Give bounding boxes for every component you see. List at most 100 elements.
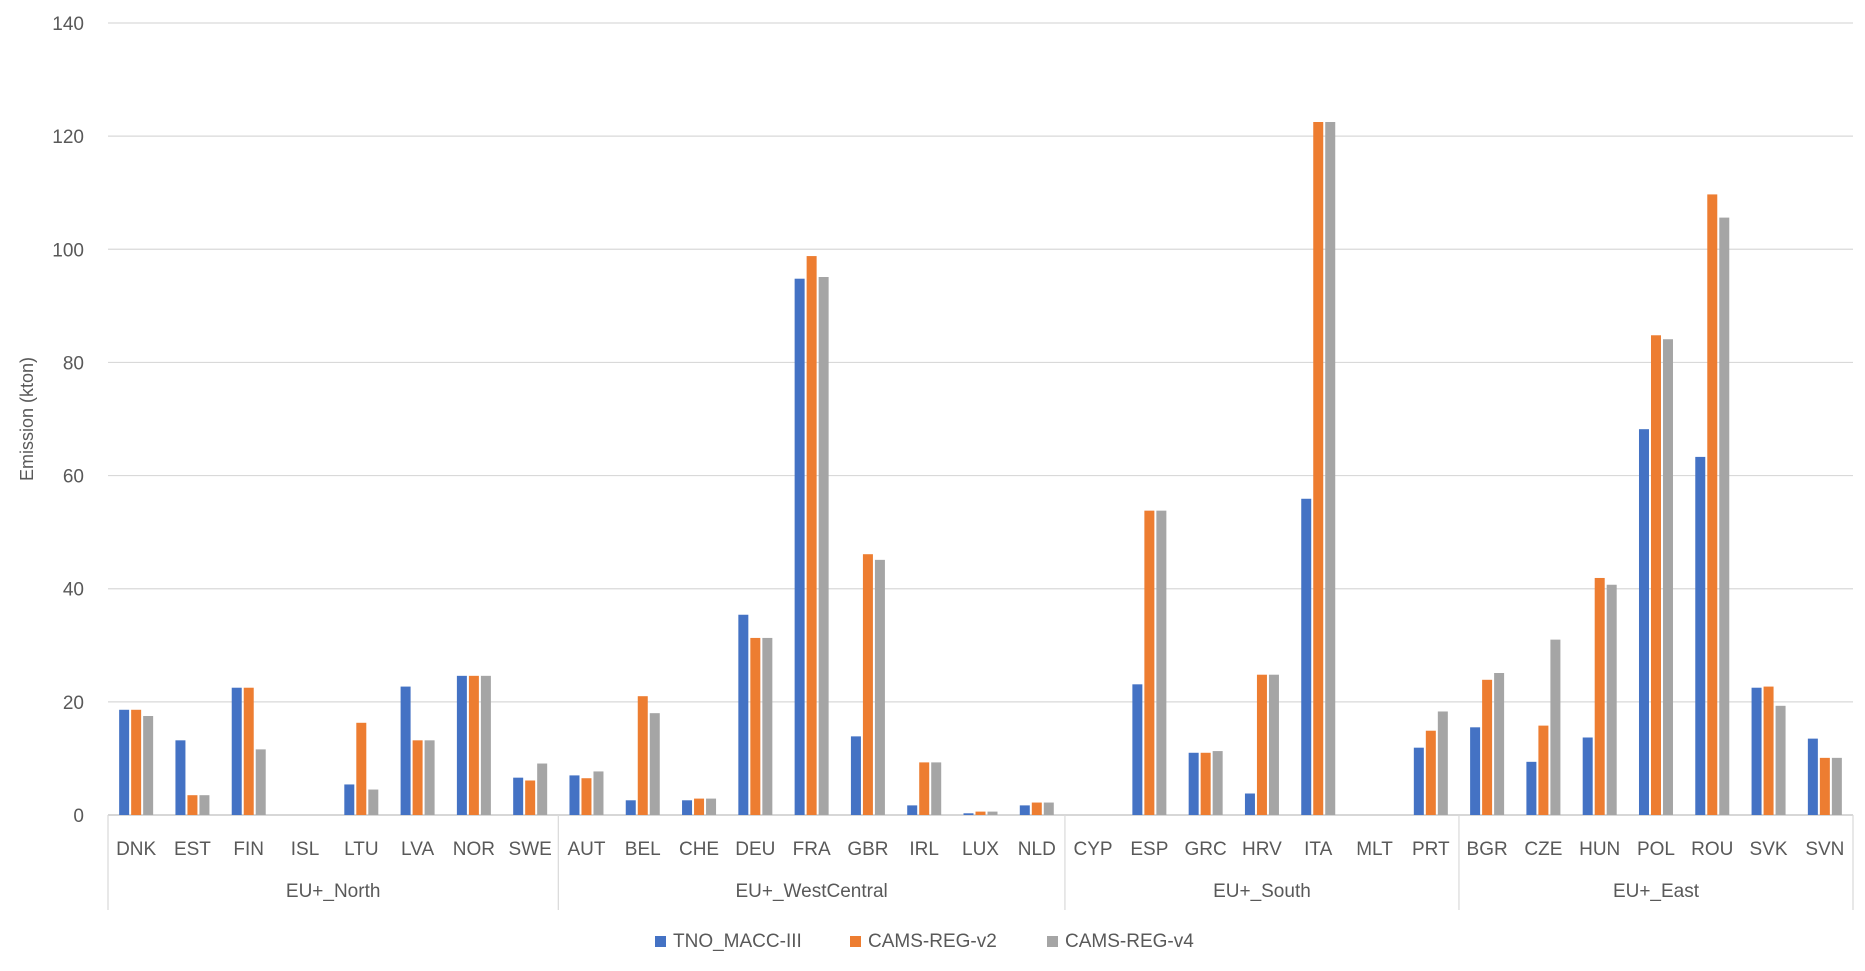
bar-CAMS-REG-v4-SVK (1775, 705, 1786, 815)
bar-CAMS-REG-v4-GRC (1212, 751, 1223, 815)
category-label: CZE (1524, 839, 1562, 860)
bar-CAMS-REG-v2-DNK (131, 709, 142, 815)
legend-label: TNO_MACC-III (673, 931, 802, 952)
bar-TNO_MACC-III-FRA (794, 278, 805, 815)
bar-TNO_MACC-III-DNK (119, 709, 130, 815)
bar-TNO_MACC-III-FIN (231, 687, 242, 815)
bar-CAMS-REG-v4-DNK (143, 716, 154, 815)
bar-CAMS-REG-v4-POL (1662, 339, 1673, 815)
bar-CAMS-REG-v2-IRL (919, 762, 930, 815)
bar-TNO_MACC-III-ITA (1301, 498, 1312, 815)
bar-TNO_MACC-III-BEL (625, 800, 636, 815)
y-tick-label: 60 (63, 467, 84, 488)
bar-CAMS-REG-v2-BEL (637, 696, 648, 815)
bar-CAMS-REG-v2-EST (187, 795, 198, 815)
legend-label: CAMS-REG-v2 (868, 931, 997, 952)
legend-swatch (1047, 936, 1058, 947)
bar-TNO_MACC-III-GRC (1188, 752, 1199, 815)
bar-CAMS-REG-v4-LVA (424, 740, 435, 815)
bar-CAMS-REG-v4-NOR (480, 675, 491, 815)
y-tick-label: 0 (73, 806, 84, 827)
bar-CAMS-REG-v2-CZE (1538, 725, 1549, 815)
bar-TNO_MACC-III-LTU (344, 784, 355, 815)
group-label: EU+_East (1613, 881, 1700, 902)
category-label: ESP (1130, 839, 1168, 860)
group-label: EU+_North (286, 881, 381, 902)
group-label: EU+_WestCentral (736, 881, 888, 902)
category-label: GBR (847, 839, 888, 860)
y-tick-label: 100 (52, 240, 84, 261)
category-label: IRL (909, 839, 939, 860)
legend: TNO_MACC-III CAMS-REG-v2 CAMS-REG-v4 (655, 931, 1194, 952)
category-label: AUT (567, 839, 605, 860)
bar-TNO_MACC-III-IRL (907, 805, 918, 815)
category-label: EST (174, 839, 211, 860)
category-label: DNK (116, 839, 156, 860)
bar-TNO_MACC-III-CHE (682, 800, 693, 815)
bar-CAMS-REG-v4-BEL (649, 713, 660, 815)
category-label: NOR (453, 839, 495, 860)
bar-CAMS-REG-v4-HUN (1606, 584, 1617, 815)
y-axis-tick-labels: 0 20 40 60 80 100 120 140 (52, 14, 84, 827)
category-label: BEL (625, 839, 661, 860)
gridlines (108, 22, 1853, 816)
category-label: ROU (1691, 839, 1733, 860)
category-label: SVK (1750, 839, 1788, 860)
category-label: FIN (233, 839, 264, 860)
bar-TNO_MACC-III-ROU (1695, 456, 1706, 815)
bar-CAMS-REG-v4-SVN (1831, 757, 1842, 815)
bar-CAMS-REG-v4-BGR (1494, 673, 1505, 815)
legend-swatch (655, 936, 666, 947)
bar-CAMS-REG-v4-FIN (255, 749, 266, 815)
bar-CAMS-REG-v4-IRL (931, 762, 942, 815)
bar-CAMS-REG-v4-EST (199, 795, 210, 815)
bar-TNO_MACC-III-NLD (1019, 805, 1030, 815)
category-labels: DNK EST FIN ISL LTU LVA NOR SWE AUT BEL CHE DEU FRA G… (116, 839, 1844, 860)
bar-CAMS-REG-v4-CZE (1550, 639, 1561, 815)
bar-CAMS-REG-v2-PRT (1425, 730, 1436, 815)
bar-CAMS-REG-v4-ROU (1719, 217, 1730, 815)
group-separators (107, 815, 1854, 910)
bar-CAMS-REG-v2-CHE (694, 798, 705, 815)
bar-CAMS-REG-v2-FRA (806, 256, 817, 815)
bar-CAMS-REG-v4-FRA (818, 277, 829, 815)
bar-CAMS-REG-v2-SVN (1819, 757, 1830, 815)
category-label: CYP (1074, 839, 1113, 860)
bar-CAMS-REG-v4-NLD (1043, 802, 1054, 815)
bar-CAMS-REG-v2-NOR (468, 675, 479, 815)
bar-TNO_MACC-III-HUN (1582, 737, 1593, 815)
bar-TNO_MACC-III-BGR (1470, 727, 1481, 815)
bar-CAMS-REG-v4-SWE (537, 763, 548, 815)
bar-TNO_MACC-III-LVA (400, 686, 411, 815)
bar-TNO_MACC-III-SVN (1807, 738, 1818, 815)
bar-CAMS-REG-v2-LTU (356, 722, 367, 815)
category-label: MLT (1356, 839, 1393, 860)
bar-CAMS-REG-v2-HRV (1256, 674, 1267, 815)
bar-CAMS-REG-v2-BGR (1482, 679, 1493, 815)
bar-TNO_MACC-III-SWE (513, 777, 524, 815)
category-label: PRT (1412, 839, 1450, 860)
category-label: HRV (1242, 839, 1282, 860)
bar-TNO_MACC-III-DEU (738, 614, 749, 815)
bar-CAMS-REG-v2-LUX (975, 811, 986, 815)
bar-CAMS-REG-v2-LVA (412, 740, 423, 815)
bar-CAMS-REG-v4-LUX (987, 811, 998, 815)
bar-TNO_MACC-III-HRV (1244, 793, 1255, 815)
category-label: LUX (962, 839, 999, 860)
bar-CAMS-REG-v2-GBR (862, 554, 873, 815)
bar-CAMS-REG-v4-GBR (874, 559, 885, 815)
category-label: ITA (1304, 839, 1332, 860)
bar-CAMS-REG-v2-HUN (1594, 577, 1605, 815)
bar-CAMS-REG-v4-CHE (706, 798, 717, 815)
bar-TNO_MACC-III-LUX (963, 813, 974, 815)
bar-CAMS-REG-v2-DEU (750, 637, 761, 815)
bar-CAMS-REG-v4-LTU (368, 789, 379, 815)
category-label: LVA (401, 839, 434, 860)
bar-TNO_MACC-III-CZE (1526, 761, 1537, 815)
category-label: HUN (1579, 839, 1620, 860)
bar-CAMS-REG-v2-SWE (525, 780, 536, 815)
bar-CAMS-REG-v2-ITA (1313, 122, 1324, 815)
category-label: LTU (344, 839, 378, 860)
bar-CAMS-REG-v4-HRV (1268, 674, 1279, 815)
